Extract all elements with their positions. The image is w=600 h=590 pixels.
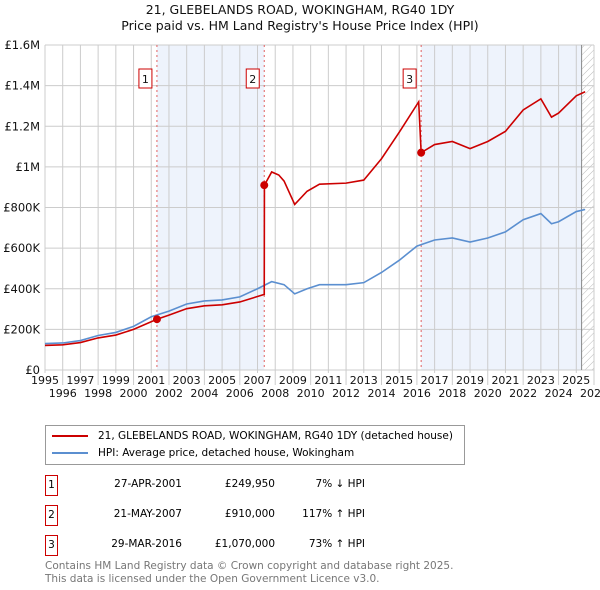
sale-number: 2 [45,505,58,526]
x-tick-label: 2012 [332,387,360,400]
x-tick-label: 2010 [297,387,325,400]
x-tick-label: 2022 [509,387,537,400]
x-tick-label: 2016 [403,387,431,400]
sale-hpi: 117% ↑ HPI [302,508,365,520]
sale-price: £910,000 [224,508,275,520]
sale-number: 1 [45,475,58,496]
x-tick-label: 2002 [155,387,183,400]
x-tick-label: 2011 [314,374,342,387]
legend-blue-line [52,452,88,454]
sale-label: 1 [142,73,149,86]
footer-line2: This data is licensed under the Open Gov… [45,573,380,585]
x-tick-label: 2017 [421,374,449,387]
x-tick-label: 2021 [491,374,519,387]
x-tick-label: 2005 [208,374,236,387]
chart-subtitle: Price paid vs. HM Land Registry's House … [121,18,479,33]
x-tick-label: 2020 [474,387,502,400]
sale-label: 3 [406,73,413,86]
sale-label-box [138,68,153,89]
series-line [44,208,586,345]
y-tick-label: £1M [15,160,40,174]
x-tick-label: 2001 [137,374,165,387]
x-tick-label: 2009 [279,374,307,387]
x-tick-label: 2019 [456,374,484,387]
x-tick-label: 2024 [545,387,573,400]
x-tick-label: 2007 [244,374,272,387]
y-tick-label: £0 [25,363,40,377]
sale-point [152,315,161,324]
x-tick-label: 2015 [385,374,413,387]
sale-label-box [402,68,417,89]
x-tick-label: 2003 [173,374,201,387]
x-tick-label: 2013 [350,374,378,387]
x-tick-label: 2025 [562,374,590,387]
sale-date: 29-MAR-2016 [111,538,182,550]
x-tick-label: 1995 [31,374,59,387]
y-tick-label: £1.4M [4,79,40,93]
sale-label-box [245,68,260,89]
sale-hpi: 73% ↑ HPI [308,538,365,550]
y-tick-label: £800K [3,201,40,215]
x-tick-label: 1999 [102,374,130,387]
y-tick-label: £1.6M [4,38,40,52]
sale-number: 3 [45,535,58,556]
x-tick-label: 2008 [261,387,289,400]
sale-point [417,148,426,157]
sale-row: 3 29-MAR-2016 £1,070,000 73% ↑ HPI [45,535,465,556]
x-tick-label: 1998 [84,387,112,400]
y-tick-label: £600K [3,241,40,255]
sale-label: 2 [249,73,256,86]
sale-price: £249,950 [224,478,275,490]
x-tick-label: 2026 [580,387,600,400]
x-tick-label: 2023 [527,374,555,387]
x-tick-label: 1997 [66,374,94,387]
sale-row: 2 21-MAY-2007 £910,000 117% ↑ HPI [45,505,465,526]
sale-date: 21-MAY-2007 [113,508,182,520]
sale-row: 1 27-APR-2001 £249,950 7% ↓ HPI [45,475,465,496]
legend-red-line [52,435,88,437]
x-tick-label: 2018 [438,387,466,400]
x-tick-label: 2004 [190,387,218,400]
x-tick-label: 2014 [367,387,395,400]
sale-date: 27-APR-2001 [114,478,182,490]
legend-hpi: HPI: Average price, detached house, Woki… [98,447,355,459]
legend: 21, GLEBELANDS ROAD, WOKINGHAM, RG40 1DY… [45,425,465,465]
x-tick-label: 2006 [226,387,254,400]
x-tick-label: 2000 [120,387,148,400]
footer: Contains HM Land Registry data © Crown c… [45,560,453,586]
y-tick-label: £400K [3,282,40,296]
sale-point [260,181,269,190]
x-tick-label: 1996 [49,387,77,400]
y-tick-label: £1.2M [4,119,40,133]
chart-title: 21, GLEBELANDS ROAD, WOKINGHAM, RG40 1DY [145,2,455,17]
legend-property: 21, GLEBELANDS ROAD, WOKINGHAM, RG40 1DY… [98,430,453,442]
y-tick-label: £200K [3,322,40,336]
plot-area: 1995199619971998199920002001200220032004… [3,38,600,400]
sale-price: £1,070,000 [214,538,275,550]
sale-hpi: 7% ↓ HPI [315,478,365,490]
footer-line1: Contains HM Land Registry data © Crown c… [45,560,454,572]
